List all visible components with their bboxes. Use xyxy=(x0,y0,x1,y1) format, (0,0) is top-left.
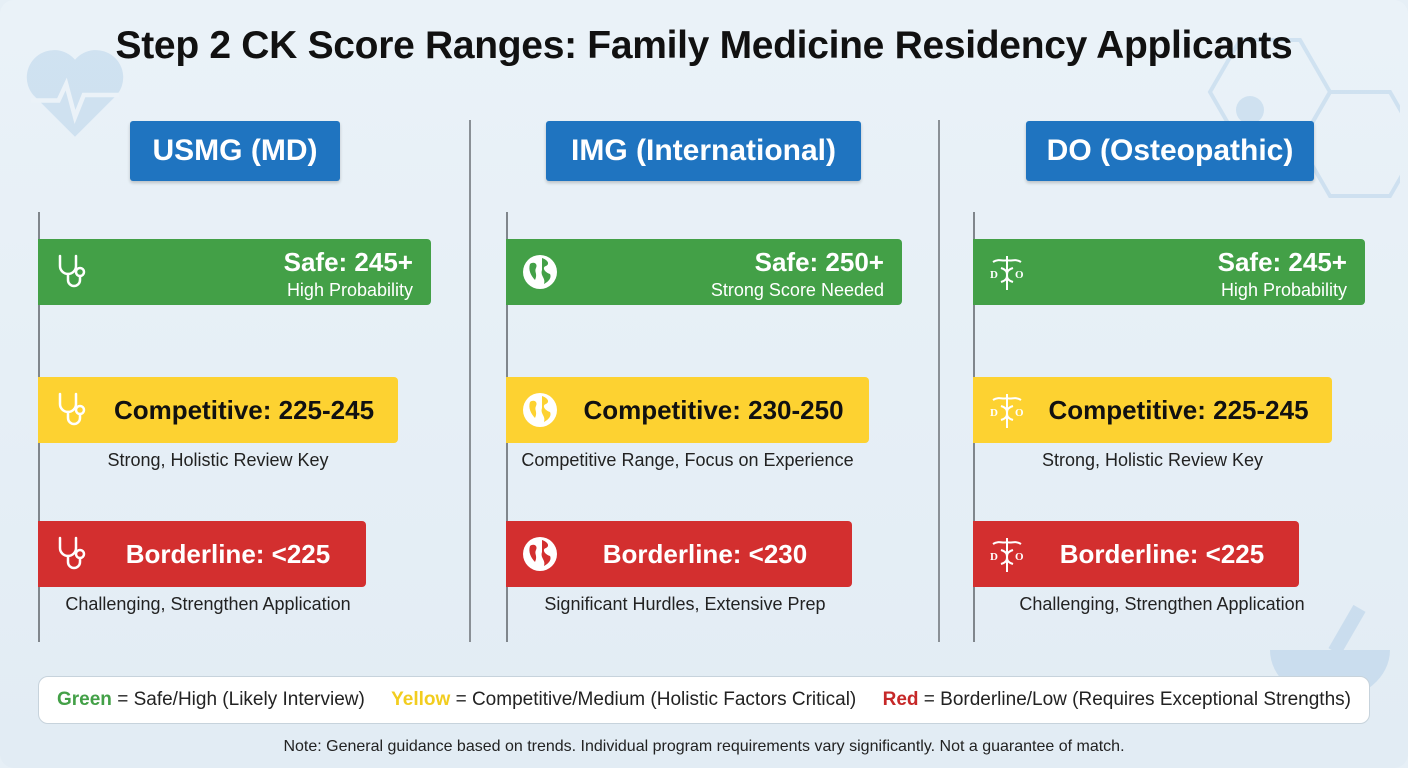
borderline-range-description: Challenging, Strengthen Application xyxy=(65,594,351,614)
page-title: Step 2 CK Score Ranges: Family Medicine … xyxy=(115,24,1293,67)
competitive-range-bar: Competitive: 230-250 xyxy=(506,377,869,443)
column-header: IMG (International) xyxy=(546,121,861,181)
stethoscope-icon xyxy=(52,390,92,430)
color-legend: Green = Safe/High (Likely Interview) Yel… xyxy=(38,676,1370,724)
safe-range-label: Safe: 245+ xyxy=(1217,247,1347,277)
globe-icon xyxy=(520,534,560,574)
competitive-range-description: Strong, Holistic Review Key xyxy=(107,450,329,470)
globe-icon xyxy=(520,252,560,292)
disclaimer-note: Note: General guidance based on trends. … xyxy=(283,738,1125,755)
competitive-range-description: Strong, Holistic Review Key xyxy=(1041,450,1264,470)
column-header: DO (Osteopathic) xyxy=(1026,121,1314,181)
safe-range-label: Safe: 250+ xyxy=(754,247,884,277)
svg-text:D: D xyxy=(990,551,998,563)
legend-item-green: Green = Safe/High (Likely Interview) xyxy=(57,689,365,711)
borderline-range-bar: Borderline: <230 xyxy=(506,521,852,587)
borderline-range-bar: Borderline: <225 xyxy=(38,521,366,587)
borderline-range-label: Borderline: <225 xyxy=(125,538,331,569)
competitive-range-label: Competitive: 225-245 xyxy=(1048,394,1309,425)
svg-text:D: D xyxy=(990,407,998,419)
legend-key: Green xyxy=(57,689,112,710)
legend-key: Red xyxy=(882,689,919,710)
globe-icon xyxy=(520,390,560,430)
column-divider xyxy=(938,120,940,642)
stethoscope-icon xyxy=(52,534,92,574)
borderline-range-label: Borderline: <230 xyxy=(602,538,808,569)
safe-range-bar: Safe: 250+ Strong Score Needed xyxy=(506,239,902,305)
column-header: USMG (MD) xyxy=(130,121,340,181)
safe-range-label: Safe: 245+ xyxy=(283,247,413,277)
legend-text: = Borderline/Low (Requires Exceptional S… xyxy=(918,689,1351,710)
borderline-range-description: Significant Hurdles, Extensive Prep xyxy=(544,594,826,614)
column-divider xyxy=(469,120,471,642)
stethoscope-icon xyxy=(52,252,92,292)
safe-range-bar: Safe: 245+ High Probability xyxy=(38,239,431,305)
legend-key: Yellow xyxy=(391,689,451,710)
borderline-range-description: Challenging, Strengthen Application xyxy=(1019,594,1305,614)
svg-text:O: O xyxy=(1015,407,1024,419)
competitive-range-label: Competitive: 230-250 xyxy=(583,394,844,425)
safe-range-description: High Probability xyxy=(286,280,413,300)
borderline-range-label: Borderline: <225 xyxy=(1059,538,1265,569)
competitive-range-description: Competitive Range, Focus on Experience xyxy=(521,450,854,470)
svg-text:O: O xyxy=(1015,551,1024,563)
svg-text:O: O xyxy=(1015,269,1024,281)
competitive-range-bar: Competitive: 225-245 xyxy=(38,377,398,443)
legend-item-red: Red = Borderline/Low (Requires Exception… xyxy=(883,689,1351,711)
safe-range-description: Strong Score Needed xyxy=(710,280,884,300)
legend-item-yellow: Yellow = Competitive/Medium (Holistic Fa… xyxy=(391,689,856,711)
heart-pulse-icon xyxy=(26,50,124,137)
svg-text:D: D xyxy=(990,269,998,281)
legend-text: = Safe/High (Likely Interview) xyxy=(111,689,365,710)
competitive-range-label: Competitive: 225-245 xyxy=(113,394,375,425)
safe-range-description: High Probability xyxy=(1220,280,1347,300)
legend-text: = Competitive/Medium (Holistic Factors C… xyxy=(450,689,857,710)
